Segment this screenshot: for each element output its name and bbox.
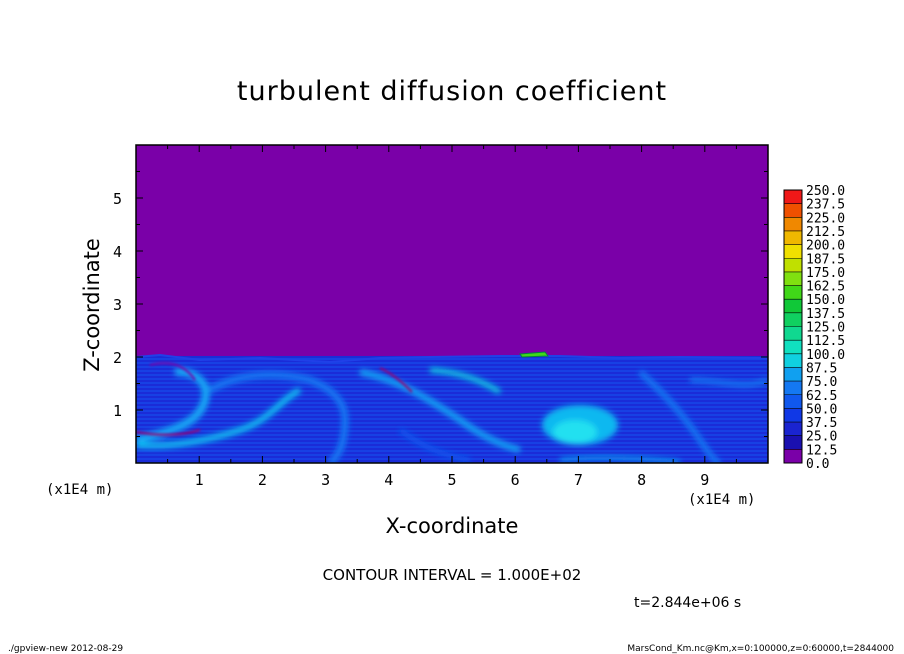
colorbar-label: 250.0 (806, 184, 845, 199)
colorbar-label: 0.0 (806, 457, 829, 472)
colorbar-swatch (784, 258, 802, 272)
colorbar-label: 50.0 (806, 402, 837, 417)
y-tick-label: 1 (113, 402, 122, 420)
axes: 1 2 3 4 5 6 7 8 9 1 2 3 4 5 (113, 144, 769, 489)
colorbar-label: 212.5 (806, 225, 845, 240)
time-label: t=2.844e+06 s (634, 595, 742, 611)
colorbar-swatch (784, 326, 802, 341)
y-tick-label: 5 (113, 190, 122, 208)
x-tick-label: 1 (195, 471, 204, 489)
colorbar-swatch (784, 271, 802, 286)
colorbar-label: 25.0 (806, 430, 837, 445)
colorbar-swatch (784, 312, 802, 327)
x-unit-label-left: (x1E4 m) (46, 482, 114, 498)
colorbar-swatch (784, 203, 802, 218)
footer-right: MarsCond_Km.nc@Km,x=0:100000,z=0:60000,t… (627, 644, 894, 654)
x-tick-label: 3 (321, 471, 330, 489)
colorbar-swatch (784, 394, 802, 409)
colorbar-label: 175.0 (806, 266, 845, 281)
boundary-layer-field (136, 356, 768, 463)
boundary-layer-top (135, 353, 769, 364)
colorbar-label: 125.0 (806, 321, 845, 336)
colorbar-label: 87.5 (806, 361, 837, 376)
colorbar-label: 162.5 (806, 280, 845, 295)
chart-title: turbulent diffusion coefficient (236, 76, 668, 107)
colorbar-label: 237.5 (806, 198, 845, 213)
colorbar-label: 100.0 (806, 348, 845, 363)
y-tick-label: 2 (113, 349, 122, 367)
x-axis-label: X-coordinate (385, 514, 519, 538)
x-unit-label-right: (x1E4 m) (688, 492, 756, 508)
colorbar-label: 200.0 (806, 239, 845, 254)
colorbar-label: 62.5 (806, 389, 837, 404)
colorbar-swatch (784, 449, 802, 463)
colorbar-swatch (784, 353, 802, 368)
x-tick-label: 8 (637, 471, 646, 489)
x-tick-label: 7 (574, 471, 583, 489)
x-tick-label: 6 (511, 471, 520, 489)
colorbar-swatch (784, 230, 802, 245)
y-axis-label: Z-coordinate (80, 238, 104, 372)
colorbar-label: 137.5 (806, 307, 845, 322)
colorbar-label: 12.5 (806, 443, 837, 458)
x-tick-label: 2 (258, 471, 267, 489)
colorbar-swatch (784, 285, 802, 300)
colorbar: 0.012.525.037.550.062.575.087.5100.0112.… (783, 184, 845, 472)
colorbar-swatch (784, 367, 802, 382)
colorbar-label: 150.0 (806, 293, 845, 308)
x-tick-label: 4 (384, 471, 393, 489)
colorbar-label: 37.5 (806, 416, 837, 431)
colorbar-swatch (784, 299, 802, 313)
contour-interval: CONTOUR INTERVAL = 1.000E+02 (322, 566, 582, 584)
colorbar-label: 225.0 (806, 211, 845, 226)
colorbar-swatch (784, 408, 802, 423)
colorbar-label: 75.0 (806, 375, 837, 390)
colorbar-swatch (784, 422, 802, 436)
colorbar-label: 112.5 (806, 334, 845, 349)
colorbar-swatch (784, 190, 802, 204)
footer-left: ./gpview-new 2012-08-29 (8, 644, 124, 654)
x-tick-label: 5 (447, 471, 456, 489)
y-tick-label: 4 (113, 243, 122, 261)
colorbar-swatch (784, 381, 802, 395)
green-patch (519, 351, 549, 358)
colorbar-swatch (784, 217, 802, 231)
colorbar-swatch (784, 340, 802, 354)
colorbar-swatch (784, 244, 802, 259)
y-tick-label: 3 (113, 296, 122, 314)
colorbar-swatch (784, 435, 802, 450)
colorbar-label: 187.5 (806, 252, 845, 267)
x-tick-label: 9 (700, 471, 709, 489)
